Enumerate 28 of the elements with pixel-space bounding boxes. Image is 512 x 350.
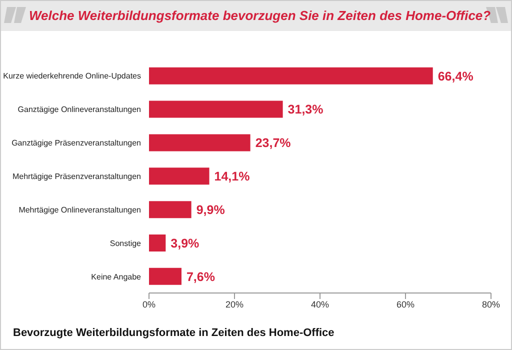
y-tick-label: Kurze wiederkehrende Online-Updates [3, 72, 141, 81]
bar [149, 168, 210, 185]
bar [149, 201, 192, 218]
y-tick-label: Mehrtägige Präsenzveranstaltungen [12, 172, 141, 181]
x-tick-label: 60% [396, 299, 415, 310]
data-label: 31,3% [288, 102, 324, 117]
x-tick-label: 40% [310, 299, 330, 310]
data-label: 9,9% [196, 203, 225, 218]
bar [149, 134, 250, 152]
chart-title: Welche Weiterbildungsformate bevorzugen Sie in Zeiten des Home-Office? [29, 8, 491, 23]
y-tick-label: Ganztägige Präsenzveranstaltungen [12, 138, 141, 148]
text: Bevorzugte Weiterbildungsformate in Zeiten des Home-Office [13, 327, 334, 339]
bar [149, 100, 283, 118]
y-tick-label: Ganztägige Onlineveranstaltungen [18, 105, 141, 114]
y-tick-label: Keine Angabe [91, 272, 142, 282]
data-label: 3,9% [170, 236, 200, 250]
x-tick-label: 0% [142, 299, 156, 310]
bar [149, 234, 166, 252]
data-label: 14,1% [214, 170, 250, 184]
y-tick-label: Mehrtägige Onlineveranstaltungen [18, 205, 141, 214]
x-tick-label: 20% [225, 299, 244, 310]
x-tick-label: 80% [482, 299, 500, 310]
data-label: 7,6% [186, 270, 215, 284]
bar [149, 268, 182, 285]
data-label: 23,7% [255, 136, 291, 150]
bar [149, 67, 433, 84]
y-tick-label: Sonstige [110, 238, 142, 248]
data-label: 66,4% [438, 69, 474, 84]
